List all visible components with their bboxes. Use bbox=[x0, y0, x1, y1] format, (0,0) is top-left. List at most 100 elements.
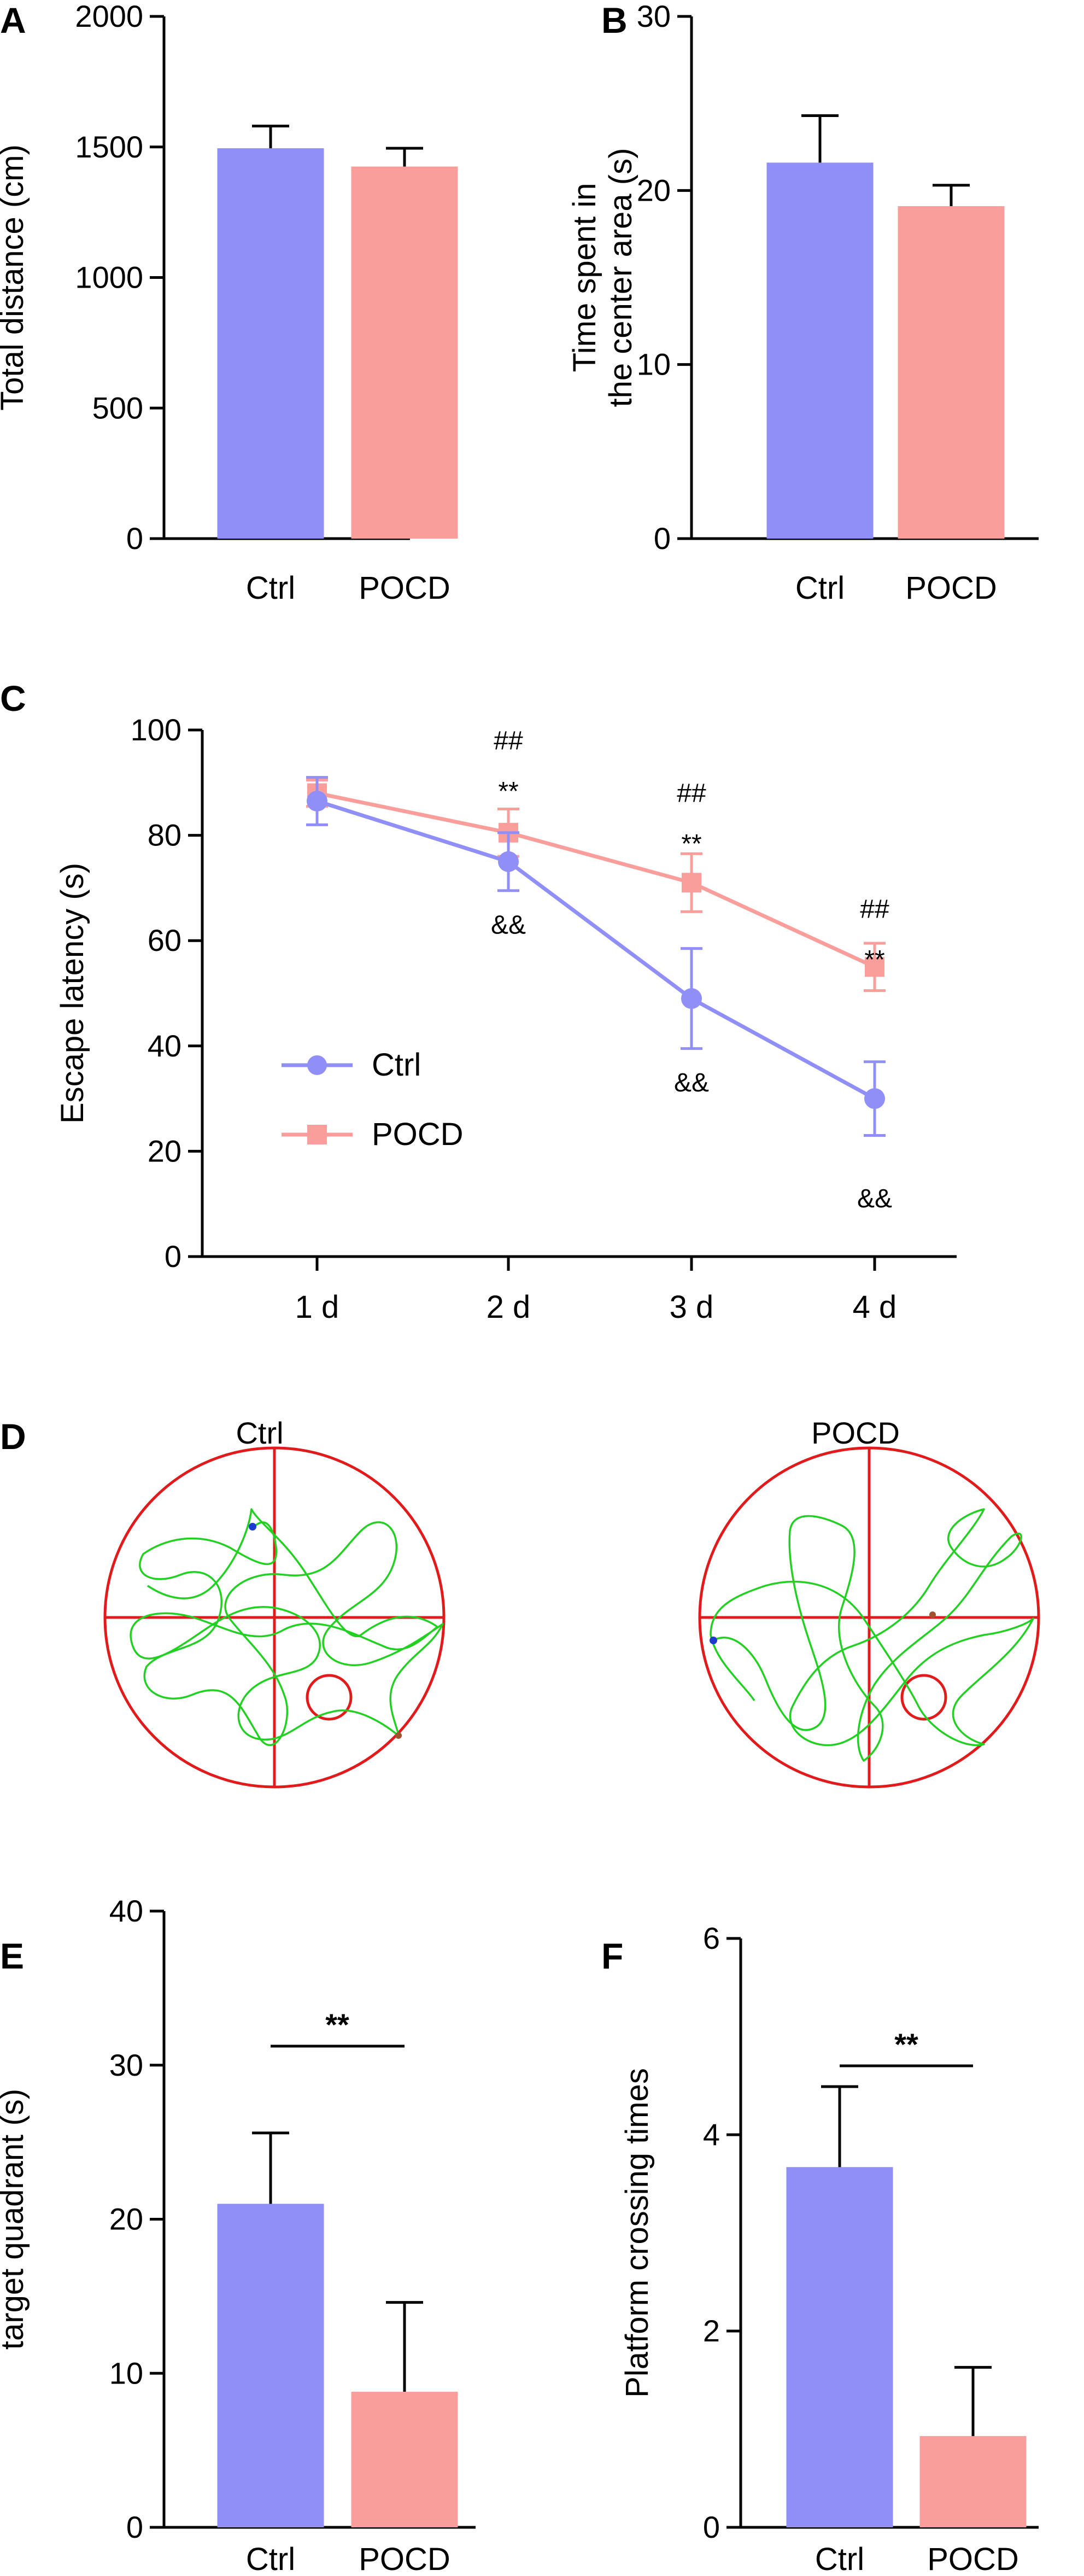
legend: Ctrl POCD bbox=[282, 1047, 464, 1152]
bars bbox=[766, 114, 1005, 539]
y-axis-title-line: Total distance (cm) bbox=[0, 144, 30, 411]
annotation-amp: && bbox=[857, 1184, 892, 1213]
y-tick-label: 40 bbox=[109, 1894, 143, 1928]
maze-pocd bbox=[698, 1446, 1040, 1789]
panel-letter-d: D bbox=[0, 1416, 26, 1457]
panel-f: F Platform crossing times 0 2 4 6 ** Ctrl P… bbox=[601, 1921, 1039, 2576]
panel-c: C Escape latency (s) 0 20 40 60 80 100 1 d 2 d… bbox=[0, 678, 957, 1325]
y-axis: 0 500 1000 1500 2000 bbox=[75, 0, 166, 556]
y-tick-label: 4 bbox=[703, 2117, 720, 2152]
y-axis: 0 10 20 30 40 bbox=[109, 1894, 166, 2544]
y-axis-title-line: Time spent in bbox=[567, 183, 602, 372]
bars bbox=[786, 2085, 1027, 2527]
y-tick-label: 60 bbox=[148, 923, 181, 957]
x-tick-label-ctrl: Ctrl bbox=[815, 2542, 864, 2576]
y-axis-title: Total distance (cm) bbox=[0, 144, 30, 411]
maze-ctrl bbox=[103, 1446, 446, 1789]
swim-path bbox=[130, 1508, 444, 1746]
legend-marker-pocd bbox=[307, 1125, 327, 1144]
series-line-pocd bbox=[317, 791, 876, 969]
annotation-star: ** bbox=[864, 945, 884, 974]
series-line-ctrl bbox=[316, 799, 876, 1101]
y-axis: 0 10 20 30 bbox=[637, 0, 693, 556]
y-tick-label: 2000 bbox=[75, 0, 143, 33]
bars bbox=[217, 125, 458, 539]
end-point bbox=[929, 1611, 936, 1618]
panel-letter-e: E bbox=[0, 1936, 24, 1976]
y-tick-label: 0 bbox=[703, 2510, 720, 2544]
y-tick-label: 2 bbox=[703, 2314, 720, 2348]
y-tick-label: 80 bbox=[148, 818, 181, 852]
y-tick-label: 10 bbox=[109, 2356, 143, 2390]
end-point bbox=[395, 1732, 402, 1739]
y-tick-label: 1000 bbox=[75, 260, 143, 295]
annotation-star: ** bbox=[498, 777, 518, 806]
x-tick-label-pocd: POCD bbox=[927, 2542, 1019, 2576]
y-tick-label: 500 bbox=[92, 390, 143, 425]
maze-title-ctrl: Ctrl bbox=[236, 1416, 283, 1450]
legend-label-ctrl: Ctrl bbox=[372, 1047, 421, 1083]
bar-pocd bbox=[898, 206, 1005, 539]
legend-label-pocd: POCD bbox=[372, 1117, 464, 1152]
panel-letter-f: F bbox=[601, 1936, 623, 1976]
y-tick-label: 10 bbox=[637, 347, 671, 382]
annotation-hash: ## bbox=[494, 726, 523, 755]
x-tick-label: 1 d bbox=[295, 1289, 339, 1325]
data-point-ctrl bbox=[864, 1088, 885, 1109]
annotation-amp: && bbox=[674, 1068, 709, 1097]
start-point bbox=[249, 1523, 256, 1531]
bars bbox=[217, 2131, 458, 2527]
data-point-ctrl bbox=[307, 791, 327, 812]
panel-b: B Time spent in the center area (s) 0 10 20… bbox=[567, 0, 1039, 606]
y-tick-label: 1500 bbox=[75, 130, 143, 164]
bar-ctrl bbox=[786, 2167, 893, 2527]
bar-ctrl bbox=[217, 2204, 324, 2527]
series bbox=[306, 776, 886, 1137]
data-point-ctrl bbox=[681, 988, 702, 1009]
y-axis-title-line: target quadrant (s) bbox=[0, 2089, 30, 2350]
swim-path bbox=[710, 1508, 1034, 1762]
x-tick-label: 3 d bbox=[670, 1289, 714, 1325]
bar-pocd bbox=[351, 2392, 458, 2527]
y-tick-label: 20 bbox=[148, 1134, 181, 1168]
y-tick-label: 0 bbox=[165, 1239, 181, 1274]
y-tick-label: 20 bbox=[637, 173, 671, 207]
annotation-hash: ## bbox=[677, 779, 706, 808]
significance-label: ** bbox=[325, 2007, 349, 2042]
y-tick-label: 0 bbox=[126, 521, 143, 556]
y-axis-title-line: Escape latency (s) bbox=[55, 863, 90, 1124]
x-tick-label-pocd: POCD bbox=[359, 2542, 450, 2576]
x-tick-label-ctrl: Ctrl bbox=[795, 570, 845, 606]
y-tick-label: 40 bbox=[148, 1029, 181, 1063]
start-point bbox=[710, 1637, 717, 1644]
y-axis-title-line: Platform crossing times bbox=[619, 2068, 655, 2398]
y-tick-label: 30 bbox=[637, 0, 671, 33]
annotation-amp: && bbox=[491, 910, 526, 939]
data-point-pocd bbox=[682, 873, 701, 893]
data-point-pocd bbox=[865, 957, 884, 977]
y-tick-label: 20 bbox=[109, 2202, 143, 2236]
target-platform bbox=[306, 1674, 353, 1721]
y-axis-title: Platform crossing times bbox=[619, 2068, 655, 2398]
x-tick-label-pocd: POCD bbox=[905, 570, 997, 606]
panel-d: D Ctrl POCD bbox=[0, 1416, 1040, 1789]
panel-letter-c: C bbox=[0, 678, 26, 719]
y-axis: 0 20 40 60 80 100 bbox=[131, 712, 204, 1274]
x-tick-label: 2 d bbox=[487, 1289, 531, 1325]
bar-ctrl bbox=[217, 148, 324, 539]
panel-letter-a: A bbox=[0, 0, 26, 40]
significance-label: ** bbox=[894, 2027, 918, 2061]
panel-letter-b: B bbox=[601, 0, 628, 40]
y-tick-label: 0 bbox=[126, 2510, 143, 2544]
x-axis: 1 d 2 d 3 d 4 d bbox=[295, 1257, 897, 1325]
panel-e: E Time spent intarget quadrant (s) 0 10 20… bbox=[0, 1894, 476, 2576]
y-axis: 0 2 4 6 bbox=[703, 1921, 742, 2544]
y-tick-label: 100 bbox=[131, 712, 181, 747]
y-tick-label: 6 bbox=[703, 1921, 720, 1955]
target-platform bbox=[900, 1674, 947, 1721]
bar-ctrl bbox=[766, 162, 874, 539]
x-tick-label-pocd: POCD bbox=[359, 570, 450, 606]
bar-pocd bbox=[919, 2436, 1027, 2527]
y-axis-title: Time spent in the center area (s) bbox=[567, 148, 638, 407]
y-axis-title: Time spent intarget quadrant (s) bbox=[0, 2089, 30, 2350]
